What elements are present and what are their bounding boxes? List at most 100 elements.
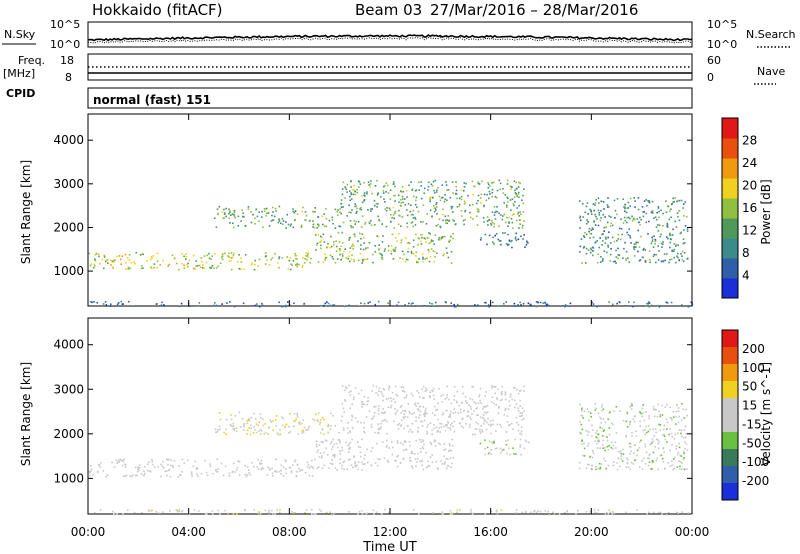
echo-cell bbox=[600, 463, 603, 465]
echo-cell bbox=[386, 439, 388, 442]
echo-cell bbox=[455, 181, 457, 183]
echo-cell bbox=[611, 441, 613, 444]
echo-cell bbox=[434, 440, 437, 442]
echo-cell bbox=[331, 513, 333, 516]
echo-cell bbox=[382, 412, 384, 414]
echo-cell bbox=[445, 222, 447, 224]
echo-cell bbox=[307, 428, 310, 431]
echo-cell bbox=[276, 509, 278, 511]
echo-cell bbox=[672, 201, 675, 203]
echo-cell bbox=[522, 194, 524, 197]
echo-cell bbox=[667, 462, 670, 464]
colorbar-swatch bbox=[722, 198, 738, 219]
echo-cell bbox=[121, 459, 123, 462]
echo-cell bbox=[670, 208, 672, 210]
echo-cell bbox=[323, 418, 325, 421]
echo-cell bbox=[673, 416, 675, 418]
echo-cell bbox=[581, 262, 583, 264]
echo-cell bbox=[592, 450, 594, 452]
echo-cell bbox=[415, 416, 417, 419]
echo-cell bbox=[677, 410, 680, 412]
echo-cell bbox=[407, 251, 409, 253]
echo-cell bbox=[326, 454, 329, 456]
echo-cell bbox=[361, 201, 364, 204]
echo-cell bbox=[680, 253, 682, 255]
echo-cell bbox=[311, 513, 313, 515]
echo-cell bbox=[685, 408, 687, 411]
echo-cell bbox=[483, 422, 485, 425]
echo-cell bbox=[292, 226, 295, 229]
echo-cell bbox=[420, 181, 422, 183]
echo-cell bbox=[412, 213, 414, 216]
echo-cell bbox=[237, 267, 240, 270]
echo-cell bbox=[643, 200, 646, 202]
echo-cell bbox=[375, 203, 378, 205]
echo-cell bbox=[256, 215, 259, 218]
echo-cell bbox=[427, 237, 430, 240]
echo-cell bbox=[288, 432, 290, 434]
echo-cell bbox=[445, 219, 447, 222]
echo-cell bbox=[483, 419, 486, 421]
echo-cell bbox=[506, 206, 508, 208]
echo-cell bbox=[140, 473, 143, 475]
echo-cell bbox=[613, 410, 615, 412]
echo-cell bbox=[622, 222, 625, 224]
echo-cell bbox=[587, 442, 590, 445]
echo-cell bbox=[448, 415, 450, 418]
echo-cell bbox=[153, 466, 156, 468]
echo-cell bbox=[520, 426, 523, 428]
echo-cell bbox=[422, 261, 425, 263]
echo-cell bbox=[686, 228, 689, 230]
echo-cell bbox=[672, 197, 674, 200]
echo-cell bbox=[398, 201, 400, 203]
echo-cell bbox=[402, 410, 404, 412]
echo-cell bbox=[126, 256, 129, 259]
echo-cell bbox=[471, 398, 474, 401]
echo-cell bbox=[420, 243, 423, 245]
echo-cell bbox=[604, 216, 606, 218]
echo-cell bbox=[237, 225, 240, 227]
echo-cell bbox=[153, 263, 156, 265]
echo-cell bbox=[625, 436, 627, 438]
echo-cell bbox=[583, 442, 585, 444]
echo-cell bbox=[404, 441, 406, 444]
freq-label-1: Freq. bbox=[18, 54, 45, 67]
echo-cell bbox=[285, 468, 287, 470]
echo-cell bbox=[374, 462, 377, 464]
colorbar-tick: 8 bbox=[742, 246, 750, 260]
echo-cell bbox=[629, 446, 632, 448]
echo-cell bbox=[463, 410, 465, 412]
echo-cell bbox=[317, 420, 319, 423]
echo-cell bbox=[607, 221, 609, 224]
echo-cell bbox=[304, 258, 306, 260]
echo-cell bbox=[278, 256, 281, 258]
echo-cell bbox=[365, 512, 367, 515]
echo-cell bbox=[290, 470, 293, 472]
echo-cell bbox=[451, 438, 453, 441]
echo-cell bbox=[453, 386, 456, 388]
echo-cell bbox=[658, 210, 660, 213]
echo-cell bbox=[271, 513, 274, 516]
echo-cell bbox=[262, 424, 264, 427]
echo-cell bbox=[259, 512, 262, 515]
echo-cell bbox=[375, 511, 378, 514]
echo-cell bbox=[258, 430, 260, 432]
echo-cell bbox=[276, 471, 278, 473]
echo-cell bbox=[649, 443, 651, 446]
echo-cell bbox=[420, 420, 422, 423]
echo-cell bbox=[652, 405, 655, 408]
echo-cell bbox=[515, 187, 518, 190]
echo-cell bbox=[403, 391, 406, 393]
echo-cell bbox=[342, 221, 345, 224]
echo-cell bbox=[390, 400, 393, 402]
echo-cell bbox=[657, 468, 659, 471]
echo-cell bbox=[286, 213, 288, 216]
echo-cell bbox=[360, 422, 362, 424]
echo-cell bbox=[344, 186, 347, 189]
echo-cell bbox=[652, 255, 655, 258]
echo-cell bbox=[523, 234, 525, 236]
echo-cell bbox=[92, 266, 95, 269]
echo-cell bbox=[160, 304, 163, 306]
echo-cell bbox=[351, 427, 354, 429]
echo-cell bbox=[302, 206, 304, 209]
